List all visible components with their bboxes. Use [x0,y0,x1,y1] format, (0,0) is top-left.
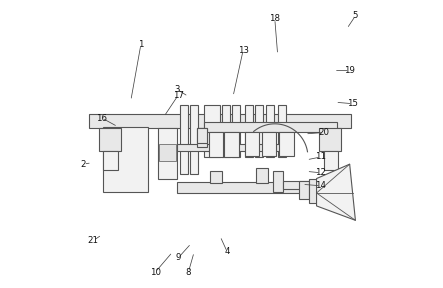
Bar [209,132,223,157]
Text: 1: 1 [138,40,144,49]
Text: 5: 5 [353,11,358,20]
Text: 21: 21 [88,236,99,245]
Bar [279,132,294,156]
Text: 19: 19 [344,66,355,75]
Polygon shape [317,164,355,220]
Text: 13: 13 [237,46,249,55]
Bar [204,122,337,132]
Bar [232,105,240,157]
Bar [197,128,207,143]
Bar [89,114,351,128]
Bar [245,105,253,157]
Text: 16: 16 [97,113,108,123]
Bar [225,132,239,157]
Bar [158,128,177,179]
Text: 9: 9 [175,253,181,262]
Text: 4: 4 [225,247,230,257]
Bar [262,132,276,156]
Text: 20: 20 [318,128,329,137]
Text: 15: 15 [347,99,358,108]
Bar [177,182,337,193]
Bar [103,151,118,170]
Bar [278,105,286,157]
Text: 3: 3 [174,85,179,94]
Bar [222,105,229,157]
Bar [299,181,309,199]
Bar [245,132,259,156]
Text: 14: 14 [315,181,326,190]
Bar [284,181,309,189]
Bar [103,127,148,192]
Bar [256,168,268,183]
Bar [324,151,338,170]
Bar [309,179,317,203]
Bar [204,105,220,157]
Bar [210,171,222,183]
Bar [197,128,207,147]
Text: 12: 12 [315,168,326,177]
Text: 18: 18 [269,14,280,23]
Text: 11: 11 [315,152,326,162]
Bar [273,171,284,192]
Text: 8: 8 [186,268,191,277]
Bar [99,128,120,151]
Bar [190,105,198,174]
Text: 17: 17 [173,90,184,100]
Bar [177,144,286,151]
Bar [159,144,176,161]
Bar [319,128,341,151]
Bar [180,105,188,174]
Text: 10: 10 [150,268,161,277]
Bar [255,105,263,157]
Bar [266,105,274,157]
Text: 2: 2 [81,160,86,169]
